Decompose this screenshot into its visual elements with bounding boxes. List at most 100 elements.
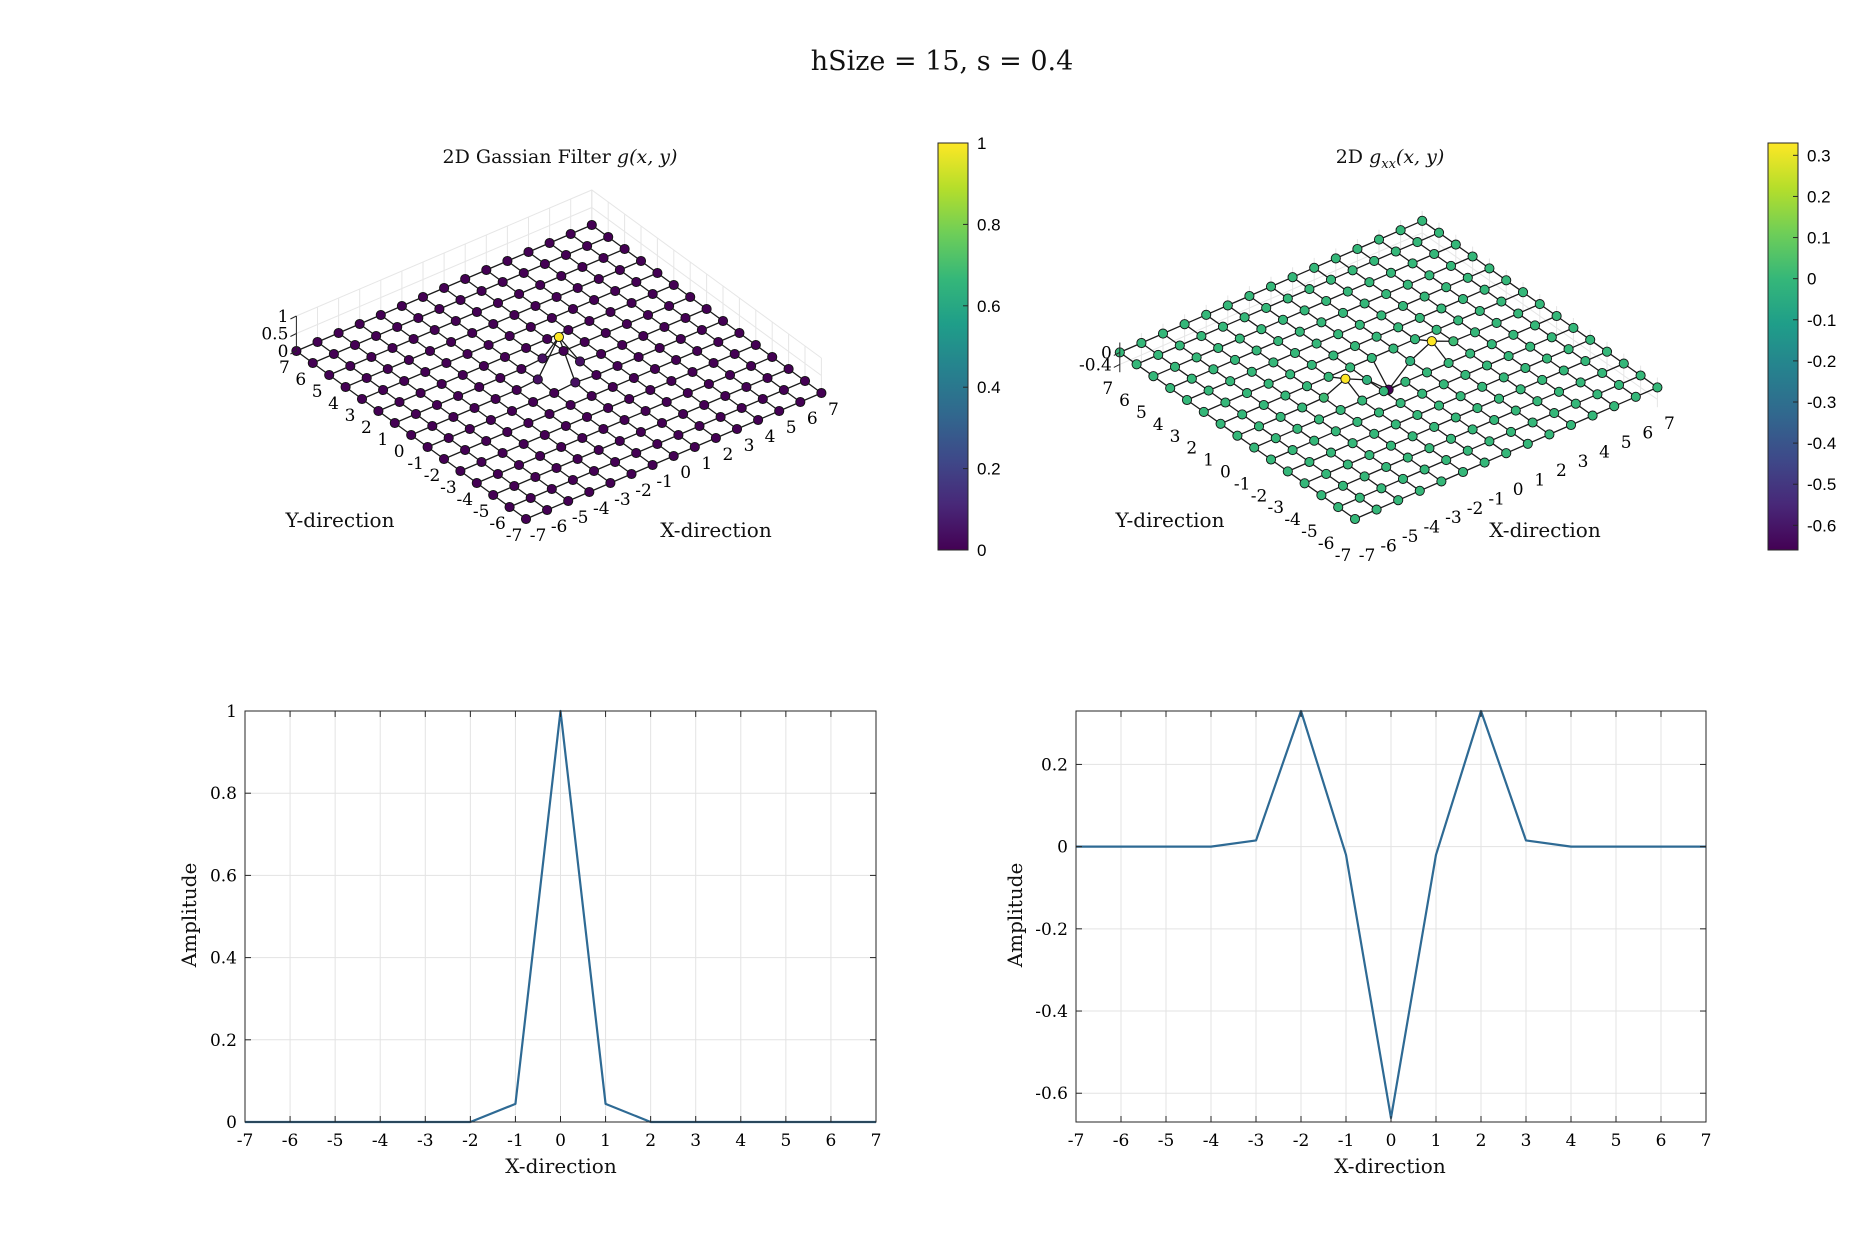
surface-vertex-marker [671,354,682,366]
surface-vertex-marker [724,369,736,381]
surface-vertex-marker [1191,352,1202,363]
surface-vertex-marker [1587,410,1598,421]
surface-vertex-marker [1244,290,1255,302]
surface-vertex-marker [1385,440,1397,451]
surface-vertex-marker [642,309,654,321]
y-tick-label: -1 [1234,474,1251,494]
z-level-gridline [296,189,822,359]
surface-vertex-marker [1352,243,1363,255]
z-level-gridline [1119,232,1658,400]
surface-vertex-marker [1371,331,1382,342]
surface-vertex-marker [717,315,729,327]
surface-vertex-marker [558,345,569,357]
surface-vertex-marker [1313,414,1325,425]
surface-vertex-marker [504,330,515,342]
x-tick-label: -6 [1113,1131,1130,1151]
y-tick-label: 2 [1186,439,1197,459]
surface-vertex-marker [446,336,457,348]
surface-vertex-marker [1609,401,1620,412]
surface-vertex-marker [795,396,806,408]
surface-vertex-marker [1532,396,1543,407]
surface-vertex-marker [546,312,557,324]
surface-vertex-marker [1424,443,1435,454]
x-tick-label: -2 [462,1131,479,1151]
surface-vertex-marker [1412,409,1423,421]
surface-vertex-marker [535,279,546,291]
surface-vertex-marker [506,405,518,417]
surface-vertex-marker [467,327,478,339]
surface-vertex-marker [441,357,452,369]
surface-vertex-marker [591,369,602,381]
surface-vertex-marker [525,321,536,333]
surface-vertex-marker [610,456,621,468]
surface-vertex-marker [1256,324,1267,335]
surface-vertex-marker [1316,490,1327,501]
surface-vertex-marker [1527,417,1538,428]
x-tick-label: -6 [282,1131,299,1151]
y-tick-label: 1 [226,702,237,722]
surface-vertex-marker [464,423,475,435]
y-tick-label: 0.8 [210,784,237,804]
surface1-z-tick-labels: 00.51 [261,307,297,362]
surface-vertex-marker [499,351,511,363]
surface-vertex-marker [668,279,679,291]
surface-vertex-marker [1472,403,1483,414]
colorbar-tick-label: 1 [977,134,986,153]
x-tick-label: 6 [1656,1131,1667,1151]
surface-vertex-marker [520,513,532,525]
surface-vertex-marker [715,411,726,423]
surface-vertex-marker [539,429,550,441]
x-tick-label: 7 [828,400,839,420]
surface-vertex-marker [1558,365,1569,376]
x-tick-label: 0 [555,1131,566,1151]
surface-vertex-marker [673,429,684,441]
surface-vertex-marker [1429,421,1440,432]
surface-vertex-marker [1229,354,1241,365]
surface-vertex-marker [509,480,520,492]
surface-vertex-marker [1217,321,1229,332]
surface-vertex-marker [1153,349,1164,360]
surface-vertex-marker [1359,298,1370,309]
surface-vertex-marker [307,357,318,369]
surface1-back-grid [295,189,822,394]
surface-vertex-marker [523,246,534,258]
surface-vertex-marker [1429,248,1440,260]
colorbar-tick-label: -0.5 [1807,475,1836,494]
surface-vertex-marker [530,471,541,483]
surface-vertex-marker [610,285,621,297]
surface-vertex-marker [624,393,635,405]
x-tick-label: 5 [780,1131,791,1151]
surface-vertex-marker [638,330,649,342]
surface-vertex-marker [1477,381,1488,392]
surface-vertex-marker [1457,294,1469,305]
x-tick-label: 2 [722,445,733,465]
surface-vertex-marker [356,393,368,405]
x-tick-label: 0 [680,463,691,483]
x-tick-label: -1 [656,472,673,492]
surface-vertex-marker [1390,246,1401,257]
surface-vertex-marker [1342,286,1353,297]
surface-vertex-marker [628,372,639,384]
y-tick-label: -4 [1284,510,1301,530]
surface-vertex-marker [680,312,691,324]
surface-vertex-marker [577,261,588,273]
surface-vertex-marker [1553,386,1565,397]
surface2-xlabel: X-direction [1489,518,1601,542]
surface-vertex-marker [345,360,356,372]
x-tick-label: 3 [744,436,755,456]
surface-vertex-marker [600,327,611,339]
surface-vertex-marker [659,321,670,333]
surface-vertex-marker [720,390,731,402]
surface-vertex-marker [734,327,745,339]
surface-vertex-marker [434,303,445,315]
surface-vertex-marker [1424,270,1435,281]
surface-vertex-marker [1419,464,1430,475]
surface-vertex-marker [413,312,424,324]
surface-vertex-marker [436,378,447,390]
x-tick-label: 7 [1701,1131,1712,1151]
surface-vertex-marker [324,369,335,381]
gaussian-profile-plot: X-direction Amplitude -7 -6 -5 -4 -3 -2 -1 0 1 2 3… [177,702,881,1178]
surface-vertex-marker [729,348,740,360]
surface-vertex-marker [1333,329,1344,340]
